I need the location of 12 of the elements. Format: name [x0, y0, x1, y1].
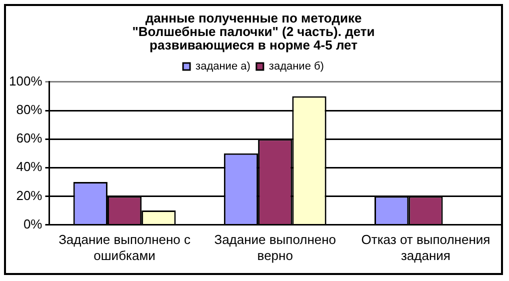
- y-tick-label: 0%: [23, 216, 43, 232]
- chart-title: данные полученные по методике "Волшебные палочки" (2 часть). дети развивающиеся в норме 4-5 лет: [132, 10, 375, 53]
- y-tick-label: 60%: [16, 130, 43, 146]
- x-tick-label: Задание выполнено с ошибками: [58, 232, 191, 263]
- legend-label: задание б): [268, 60, 324, 72]
- x-tick-label: Задание выполнено верно: [214, 232, 336, 263]
- legend-label: задание а): [196, 60, 250, 72]
- y-tick-label: 20%: [16, 188, 43, 203]
- y-tick-label: 100%: [9, 74, 43, 89]
- y-tick-label: 40%: [16, 159, 43, 174]
- x-tick-label: Отказ от выполнения задания: [361, 232, 490, 263]
- y-tick-label: 80%: [16, 102, 43, 118]
